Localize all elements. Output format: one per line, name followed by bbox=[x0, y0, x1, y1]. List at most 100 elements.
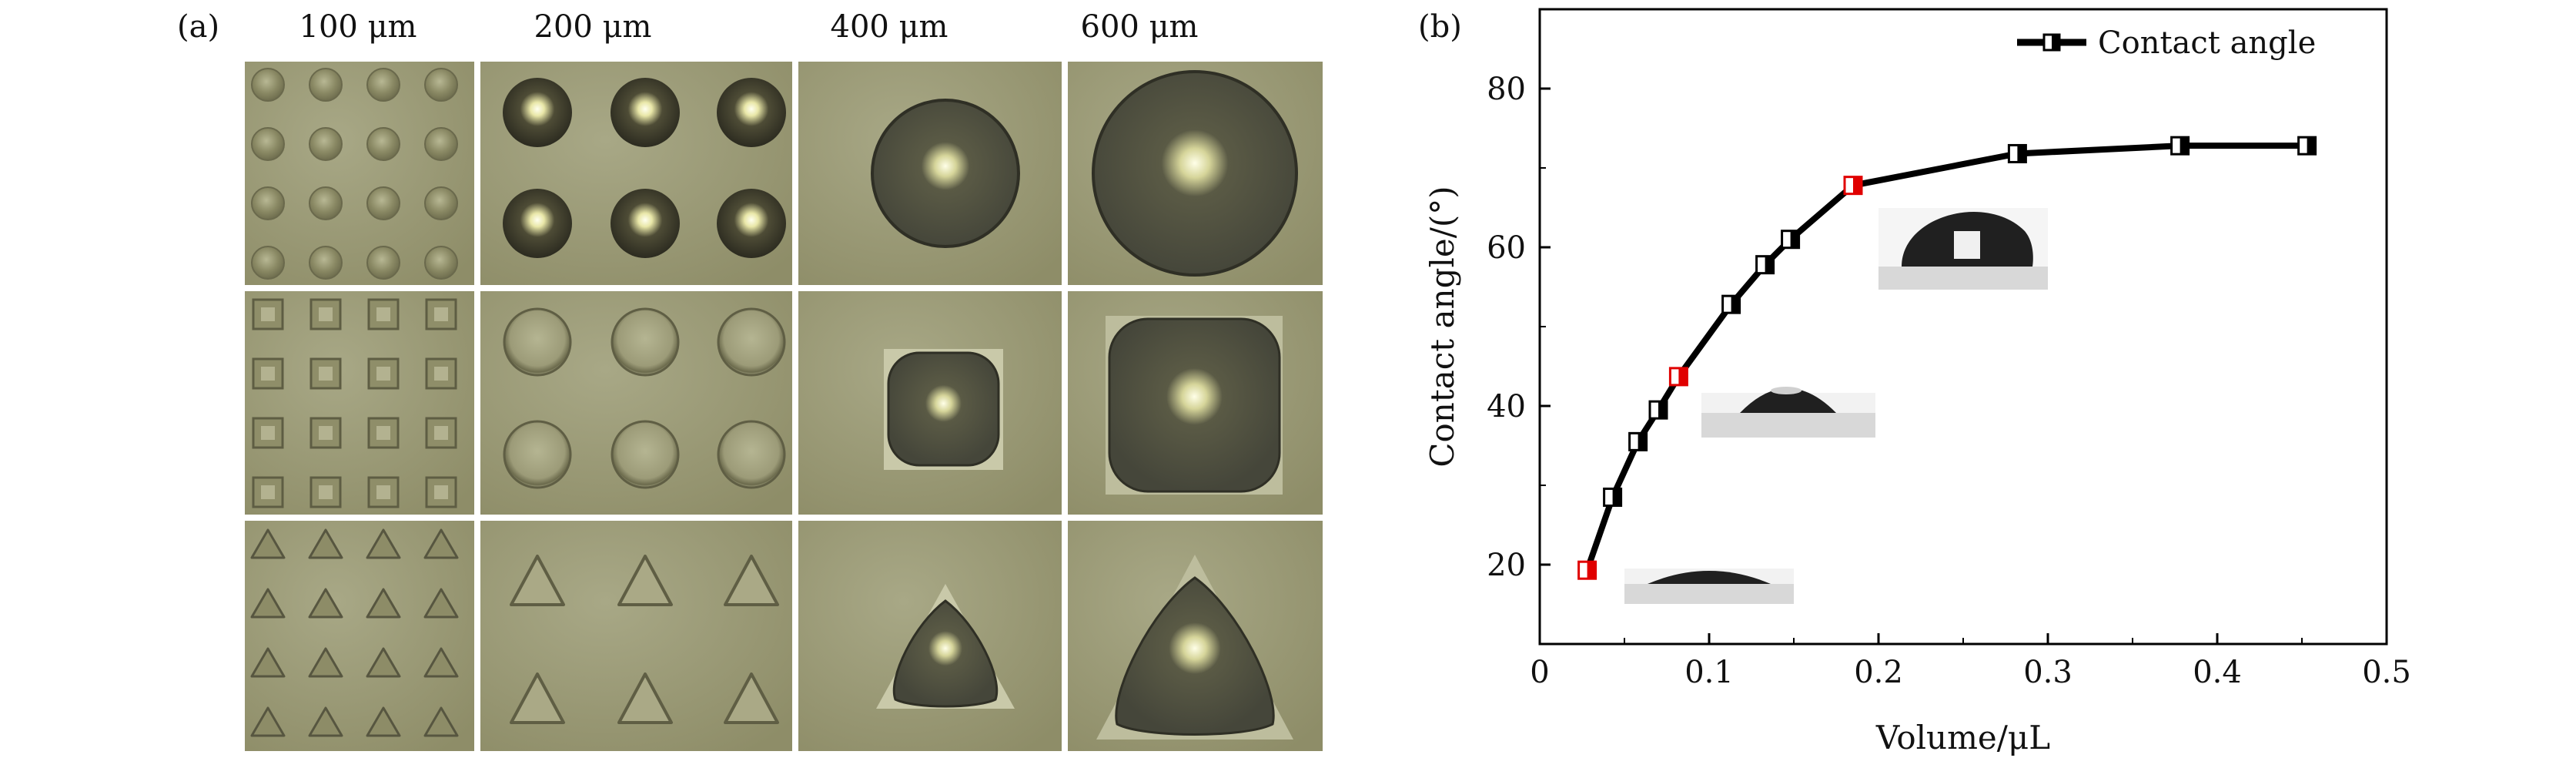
y-tick-label: 60 bbox=[1487, 230, 1526, 266]
micro-square-top bbox=[376, 485, 390, 499]
micro-triangle bbox=[308, 706, 343, 737]
data-point bbox=[1781, 230, 1801, 250]
x-tick-label: 0.1 bbox=[1684, 655, 1734, 690]
data-point bbox=[2007, 143, 2027, 163]
micro-triangle bbox=[308, 588, 343, 619]
data-point bbox=[1721, 294, 1741, 314]
x-axis-title: Volume/μL bbox=[1875, 719, 2050, 756]
micro-triangle bbox=[423, 706, 459, 737]
micro-triangle bbox=[308, 528, 343, 559]
micro-square-top bbox=[376, 307, 390, 321]
micro-dome bbox=[251, 127, 285, 161]
tile-triangle-600 bbox=[1096, 555, 1293, 740]
droplet-inset-high bbox=[1878, 208, 2048, 290]
micro-dome bbox=[309, 246, 343, 280]
micro-triangle bbox=[250, 647, 286, 678]
micro-triangle bbox=[250, 528, 286, 559]
data-point bbox=[1603, 487, 1623, 507]
droplet-insets bbox=[1624, 208, 2048, 604]
micro-dome bbox=[366, 186, 400, 220]
micrograph-grid bbox=[245, 62, 1323, 751]
x-tick-label: 0 bbox=[1530, 655, 1549, 690]
micro-dome bbox=[309, 68, 343, 102]
micro-dome bbox=[424, 186, 458, 220]
micro-dome bbox=[309, 127, 343, 161]
tile-square-400 bbox=[884, 349, 1003, 470]
tile-circle-400 bbox=[871, 99, 1020, 248]
legend: Contact angle bbox=[2017, 25, 2316, 61]
data-point bbox=[1628, 431, 1648, 451]
micro-dome bbox=[366, 68, 400, 102]
micro-square-top bbox=[434, 485, 448, 499]
data-point-highlight bbox=[1668, 367, 1688, 387]
micro-dome bbox=[309, 186, 343, 220]
micro-triangle bbox=[366, 647, 401, 678]
micro-square-top bbox=[434, 307, 448, 321]
column-label-600: 600 μm bbox=[1080, 9, 1199, 45]
x-tick-label: 0.4 bbox=[2193, 655, 2242, 690]
data-point bbox=[2297, 136, 2317, 156]
micro-dome bbox=[424, 68, 458, 102]
micro-triangle bbox=[308, 647, 343, 678]
panel-b-label: (b) bbox=[1418, 9, 1462, 45]
micro-square-top bbox=[376, 367, 390, 381]
micro-square-top bbox=[261, 307, 275, 321]
x-tick-label: 0.2 bbox=[1854, 655, 1903, 690]
micro-dome bbox=[251, 68, 285, 102]
y-tick-label: 80 bbox=[1487, 72, 1526, 107]
micro-square-top bbox=[319, 307, 333, 321]
y-tick-label: 40 bbox=[1487, 389, 1526, 424]
micro-dome bbox=[251, 186, 285, 220]
micro-square-top bbox=[376, 426, 390, 440]
x-tick-label: 0.3 bbox=[2023, 655, 2073, 690]
y-tick-label: 20 bbox=[1487, 548, 1526, 583]
micro-triangle bbox=[366, 588, 401, 619]
legend-label: Contact angle bbox=[2098, 25, 2316, 61]
micro-square-top bbox=[319, 426, 333, 440]
micro-triangle bbox=[366, 528, 401, 559]
droplet-inset-mid bbox=[1701, 387, 1875, 438]
tile-circle-200 bbox=[503, 78, 786, 258]
micro-square bbox=[367, 417, 400, 449]
micro-triangle bbox=[250, 706, 286, 737]
panel-a-label: (a) bbox=[177, 9, 220, 45]
tile-circle-100 bbox=[251, 68, 458, 280]
column-label-400: 400 μm bbox=[830, 9, 948, 45]
data-point bbox=[1648, 400, 1668, 420]
tile-triangle-400 bbox=[876, 584, 1015, 709]
micro-square-top bbox=[261, 485, 275, 499]
column-label-100: 100 μm bbox=[299, 9, 417, 45]
micro-dome bbox=[424, 127, 458, 161]
micro-triangle bbox=[250, 588, 286, 619]
plot-frame bbox=[1538, 8, 2388, 646]
x-tick-label: 0.5 bbox=[2362, 655, 2411, 690]
micro-triangle bbox=[423, 588, 459, 619]
micro-square-top bbox=[319, 367, 333, 381]
contact-angle-chart: 0 0.1 0.2 0.3 0.4 0.5 20 40 60 80 Contact angle bbox=[1423, 8, 2411, 756]
micro-triangle bbox=[366, 706, 401, 737]
data-point bbox=[1755, 255, 1775, 275]
column-label-200: 200 μm bbox=[534, 9, 652, 45]
data-point-highlight bbox=[1843, 176, 1863, 196]
tile-circle-600 bbox=[1092, 70, 1298, 277]
micro-square-top bbox=[434, 367, 448, 381]
tile-square-100 bbox=[252, 298, 457, 508]
droplet-inset-low bbox=[1624, 568, 1794, 604]
tile-triangle-200 bbox=[510, 555, 779, 724]
micro-dome bbox=[366, 246, 400, 280]
micro-triangle bbox=[423, 528, 459, 559]
micro-square-top bbox=[261, 367, 275, 381]
tile-square-200 bbox=[503, 307, 786, 489]
micro-dome bbox=[251, 246, 285, 280]
tile-square-600 bbox=[1106, 316, 1283, 495]
data-point bbox=[2170, 136, 2190, 156]
micro-square-top bbox=[319, 485, 333, 499]
tile-triangle-100 bbox=[250, 528, 459, 737]
micro-square-top bbox=[434, 426, 448, 440]
micro-triangle bbox=[423, 647, 459, 678]
y-axis-title: Contact angle/(°) bbox=[1423, 186, 1461, 467]
data-point-highlight bbox=[1577, 560, 1597, 580]
micro-dome bbox=[424, 246, 458, 280]
micro-square-top bbox=[261, 426, 275, 440]
micro-dome bbox=[366, 127, 400, 161]
